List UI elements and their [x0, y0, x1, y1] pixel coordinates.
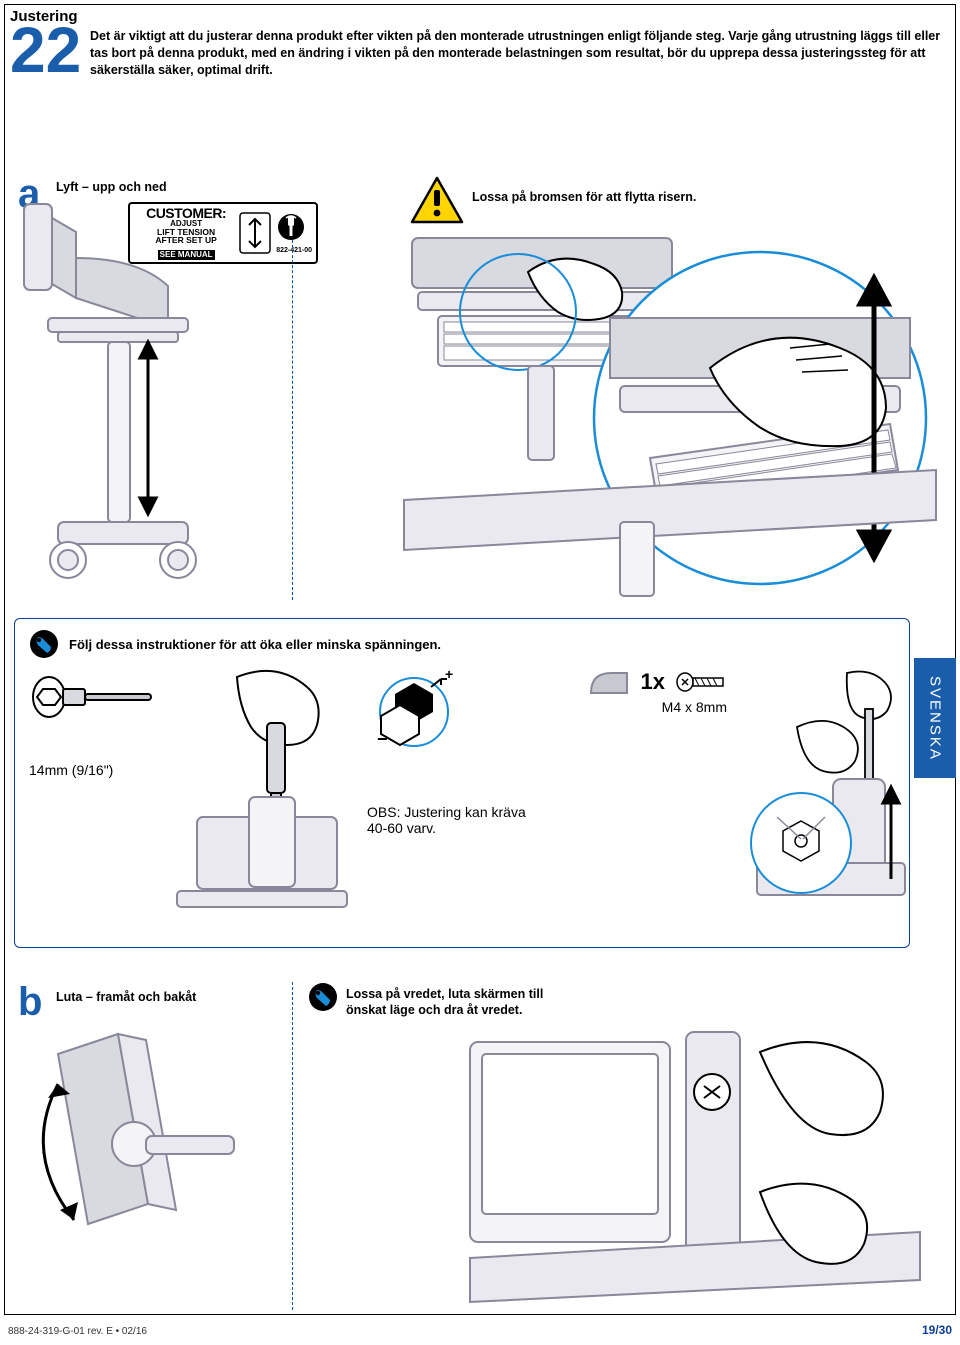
screw-qty: 1x	[641, 669, 665, 695]
screw-column: 1x M4 x 8mm	[547, 667, 727, 715]
svg-text:−: −	[377, 729, 388, 749]
section-a-label: Lyft – upp och ned	[56, 180, 167, 194]
socket-column: 14mm (9/16")	[29, 667, 157, 778]
diagram-monitor-knob	[460, 1022, 930, 1310]
diagram-tray	[400, 460, 940, 600]
wrench-icon	[308, 982, 338, 1012]
screw-icon	[675, 671, 727, 693]
customer-partno: 822-421-00	[276, 247, 312, 254]
diagram-cart	[18, 198, 218, 598]
footer-pageno: 19/30	[922, 1323, 952, 1337]
language-tab: SVENSKA	[914, 658, 956, 778]
warning-icon	[410, 176, 464, 224]
dashed-divider-a	[292, 240, 293, 600]
footer-docid: 888-24-319-G-01 rev. E • 02/16	[8, 1326, 147, 1337]
screw-size: M4 x 8mm	[547, 699, 727, 715]
socket-size-label: 14mm (9/16")	[29, 762, 157, 778]
adjust-column: + − OBS: Justering kan kräva 40-60 varv.	[367, 667, 537, 836]
wrench-icon	[29, 629, 59, 659]
cap-icon	[587, 667, 631, 697]
adjust-note: OBS: Justering kan kräva 40-60 varv.	[367, 804, 537, 836]
intro-text: Det är viktigt att du justerar denna pro…	[90, 28, 942, 79]
warning-text: Lossa på bromsen för att flytta risern.	[472, 190, 696, 204]
section-b-text: Lossa på vredet, luta skärmen till önska…	[346, 986, 576, 1019]
magnifier-column	[737, 667, 907, 922]
instruction-panel: Följ dessa instruktioner för att öka ell…	[14, 618, 910, 948]
customer-icons: 822-421-00	[238, 211, 312, 255]
section-b-label: Luta – framåt och bakåt	[56, 990, 196, 1004]
section-b-marker: b	[18, 980, 42, 1025]
svg-text:+: +	[445, 667, 453, 682]
diagram-tilt	[18, 1024, 258, 1310]
driver-column	[167, 667, 357, 917]
step-number: 22	[10, 22, 81, 80]
dashed-divider-b	[292, 982, 293, 1310]
panel-heading: Följ dessa instruktioner för att öka ell…	[69, 637, 441, 652]
